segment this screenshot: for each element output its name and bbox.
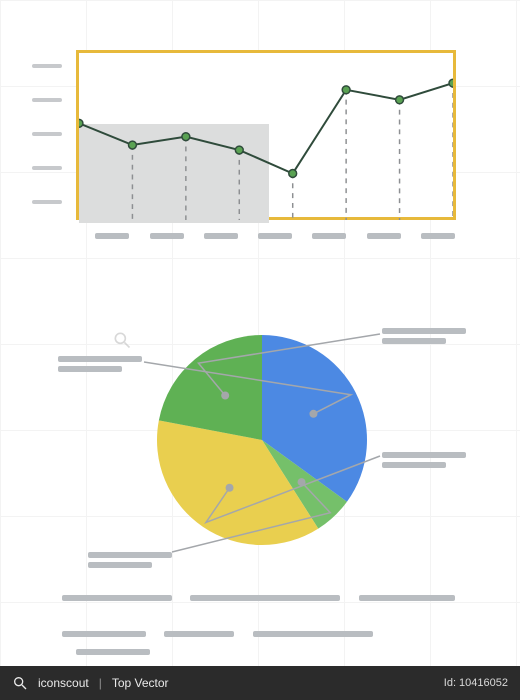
footer-vendor: Top Vector	[112, 676, 169, 690]
footer-asset-id: Id: 10416052	[444, 677, 508, 689]
footer-bar: iconscout | Top Vector Id: 10416052	[0, 666, 520, 700]
pie-label-placeholder	[88, 562, 152, 568]
x-tick	[312, 233, 346, 239]
pie-label-placeholder	[58, 356, 142, 362]
x-tick	[95, 233, 129, 239]
x-tick	[204, 233, 238, 239]
x-tick	[150, 233, 184, 239]
y-tick	[32, 132, 62, 136]
pie-label-placeholder	[382, 462, 446, 468]
footer-brand: iconscout	[38, 676, 89, 690]
line-chart	[32, 50, 462, 280]
footer-separator: |	[99, 676, 102, 690]
y-tick	[32, 166, 62, 170]
magnifier-icon	[12, 675, 28, 691]
pie-label-placeholder	[88, 552, 172, 558]
pie-label-placeholder	[58, 366, 122, 372]
line-chart-frame	[76, 50, 456, 220]
y-tick	[32, 200, 62, 204]
pie-label-placeholder	[382, 328, 466, 334]
pie-label-placeholder	[382, 452, 466, 458]
pie-chart	[52, 320, 472, 560]
x-tick	[421, 233, 455, 239]
y-tick	[32, 64, 62, 68]
y-tick	[32, 98, 62, 102]
x-tick	[367, 233, 401, 239]
line-chart-svg	[79, 53, 453, 220]
x-tick	[258, 233, 292, 239]
pie-label-placeholder	[382, 338, 446, 344]
